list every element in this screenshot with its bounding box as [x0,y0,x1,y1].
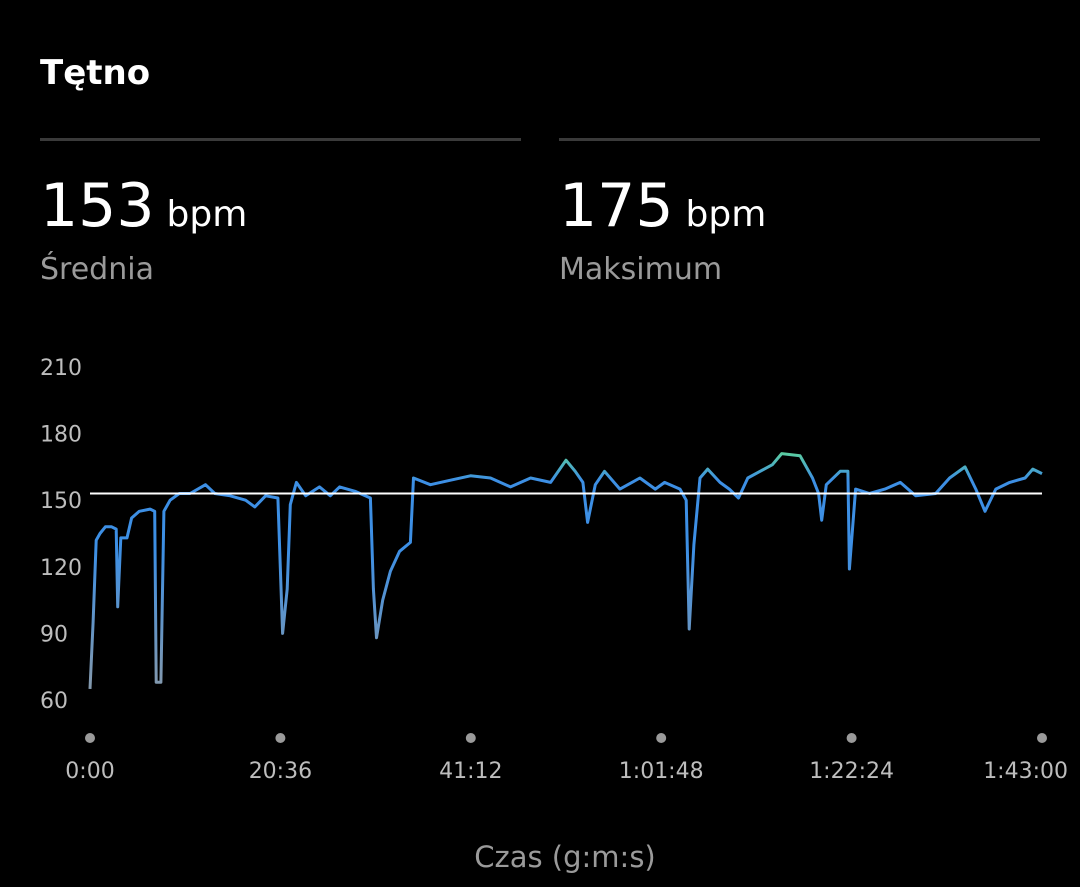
x-tick-label: 0:00 [65,759,114,784]
stat-label: Średnia [40,250,154,287]
x-axis-label: Czas (g:m:s) [474,840,656,874]
x-tick-dot [656,733,667,743]
y-tick-label: 210 [40,356,82,381]
x-tick-label: 1:43:00 [983,759,1068,784]
stat-unit: bpm [167,194,248,235]
y-tick-label: 60 [40,689,68,714]
x-tick-label: 20:36 [249,759,312,784]
y-tick-label: 150 [40,489,82,514]
stat-label: Maksimum [559,252,722,287]
x-tick-dot [465,733,476,743]
divider [559,138,1040,141]
y-tick-label: 180 [40,423,82,448]
heart-rate-line [88,452,1043,689]
x-tick-dot [275,733,286,743]
y-tick-label: 90 [40,622,68,647]
x-tick-label: 1:01:48 [619,759,704,784]
stat-unit: bpm [686,194,767,235]
stat-value: 153 [40,171,155,241]
stat-max: 175 bpm [559,171,766,241]
divider [40,138,521,141]
x-tick-label: 1:22:24 [809,759,894,784]
x-tick-dot [1037,733,1047,743]
stat-average: 153 bpm [40,171,247,241]
x-tick-dot [85,733,95,743]
stat-value: 175 [559,171,674,241]
y-tick-label: 120 [40,556,82,581]
page-title: Tętno [40,53,150,93]
x-tick-dot [846,733,857,743]
x-tick-label: 41:12 [439,759,502,784]
